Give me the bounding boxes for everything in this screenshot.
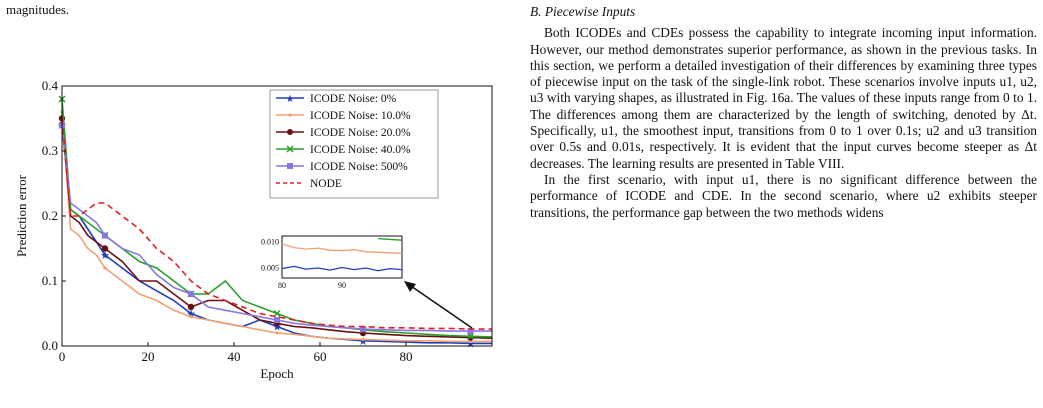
legend-label-5: NODE bbox=[310, 178, 342, 190]
series-4-point bbox=[274, 317, 280, 323]
series-line-3 bbox=[61, 98, 493, 338]
y-tick-label-1: 0.1 bbox=[42, 273, 58, 288]
inset-arrow-head bbox=[404, 281, 416, 292]
x-tick-label-4: 80 bbox=[400, 349, 413, 364]
series-1-point bbox=[189, 315, 193, 319]
paragraph-1: Both ICODEs and CDEs possess the capabil… bbox=[530, 25, 1037, 171]
series-3-point bbox=[466, 332, 475, 340]
legend-label-2: ICODE Noise: 20.0% bbox=[310, 127, 411, 139]
legend-marker-1 bbox=[288, 113, 292, 117]
series-4-point bbox=[467, 328, 474, 335]
legend-marker-0: ★ bbox=[286, 94, 295, 105]
inset-line-2 bbox=[377, 237, 403, 241]
legend-label-3: ICODE Noise: 40.0% bbox=[310, 144, 411, 156]
series-2-point bbox=[101, 245, 109, 252]
paragraph-2: In the first scenario, with input u1, th… bbox=[530, 171, 1037, 220]
series-line-4 bbox=[61, 124, 492, 332]
inset-arrow-line bbox=[407, 283, 473, 329]
series-1-point bbox=[361, 337, 365, 342]
legend-box bbox=[269, 89, 439, 199]
series-0-point: ★ bbox=[100, 250, 110, 262]
series-4-point bbox=[102, 232, 108, 239]
x-axis-label: Epoch bbox=[260, 366, 294, 381]
x-tick-label-1: 20 bbox=[142, 349, 155, 364]
series-1-point bbox=[468, 339, 473, 344]
left-column-fragment: magnitudes. bbox=[6, 2, 70, 17]
legend-marker-4 bbox=[287, 163, 293, 169]
y-tick-label-4: 0.4 bbox=[42, 78, 59, 93]
series-0-point: ★ bbox=[466, 338, 476, 350]
x-tick-label-3: 60 bbox=[314, 349, 327, 364]
series-0-point: ★ bbox=[186, 309, 196, 321]
series-line-1 bbox=[61, 111, 492, 343]
inset-y-tick-0: 0.005 bbox=[261, 264, 279, 273]
legend-label-0: ICODE Noise: 0% bbox=[310, 93, 397, 105]
inset-frame bbox=[281, 235, 403, 279]
series-0-point: ★ bbox=[358, 336, 368, 348]
y-tick-label-2: 0.2 bbox=[42, 208, 58, 223]
legend-marker-2 bbox=[287, 129, 293, 135]
inset-y-tick-1: 0.010 bbox=[261, 237, 279, 246]
inset-line-1 bbox=[281, 265, 403, 272]
right-column: B. Piecewise Inputs Both ICODEs and CDEs… bbox=[530, 0, 1037, 221]
series-line-5 bbox=[61, 118, 492, 330]
inset-x-tick-1: 90 bbox=[338, 281, 346, 290]
series-line-2 bbox=[61, 118, 493, 339]
series-4-point bbox=[360, 326, 366, 333]
series-3-point bbox=[273, 309, 281, 318]
series-4-point bbox=[188, 291, 194, 297]
section-heading: B. Piecewise Inputs bbox=[530, 4, 636, 19]
inset-line-0 bbox=[281, 243, 403, 254]
y-tick-label-0: 0.0 bbox=[42, 338, 58, 353]
legend-label-1: ICODE Noise: 10.0% bbox=[310, 110, 411, 122]
y-tick-label-3: 0.3 bbox=[42, 143, 58, 158]
legend-label-4: ICODE Noise: 500% bbox=[310, 161, 408, 173]
series-0-point: ★ bbox=[272, 322, 282, 334]
legend-marker-3 bbox=[286, 145, 294, 153]
series-1-point bbox=[275, 331, 279, 335]
y-axis-label: Prediction error bbox=[14, 174, 29, 257]
inset-x-tick-0: 80 bbox=[278, 281, 286, 290]
x-tick-label-2: 40 bbox=[228, 349, 241, 364]
chart-svg: ★ ★ ★ ★ ★ ★ 0 20 40 60 80 0.0 0.1 0.2 0.3 0.4 Epoch Predi… bbox=[14, 78, 493, 381]
series-2-point bbox=[187, 303, 195, 311]
prediction-error-chart: ★ ★ ★ ★ ★ ★ 0 20 40 60 80 0.0 0.1 0.2 0.3 0.4 Epoch Predi… bbox=[12, 66, 512, 386]
x-tick-label-0: 0 bbox=[59, 349, 66, 364]
series-1-point bbox=[103, 266, 107, 270]
